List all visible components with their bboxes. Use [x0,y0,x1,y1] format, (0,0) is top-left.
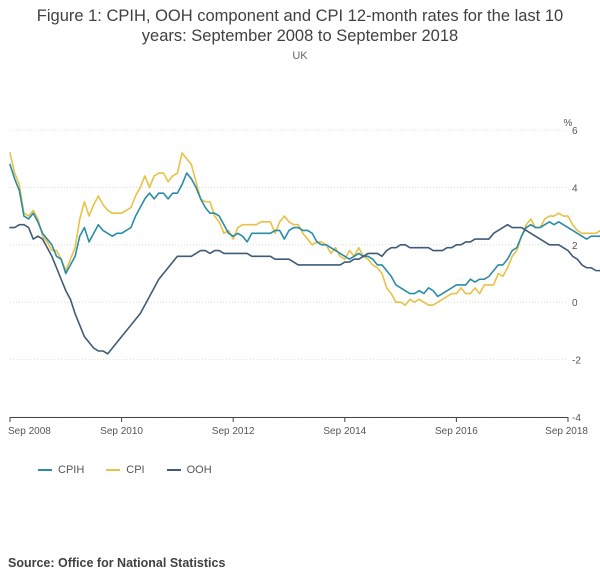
legend-item-ooh[interactable]: OOH [166,464,212,476]
series-line-cpi [9,152,600,306]
source-note: Source: Office for National Statistics [8,556,226,570]
legend-swatch-ooh [166,469,181,471]
legend-swatch-cpi [106,469,121,471]
y-axis-ticks: -4 -2 0 2 4 6 [572,126,581,424]
x-tick-label: Sep 2008 [8,426,51,437]
x-tick-label: Sep 2012 [212,426,255,437]
legend-item-cpi[interactable]: CPI [106,464,145,476]
y-tick-label: 4 [572,183,578,194]
legend-item-cpih[interactable]: CPIH [38,464,84,476]
series-lines [9,152,600,355]
legend-label-ooh: OOH [186,464,212,476]
legend-label-cpi: CPI [126,464,145,476]
chart-title: Figure 1: CPIH, OOH component and CPI 12… [0,6,600,46]
legend-label-cpih: CPIH [58,464,85,476]
y-tick-label: 2 [572,241,578,252]
series-line-ooh [9,223,600,355]
legend: CPIH CPI OOH [38,464,212,476]
y-tick-label: 0 [572,298,578,309]
x-tick-label: Sep 2014 [323,426,366,437]
x-tick-label: Sep 2010 [100,426,143,437]
x-axis: Sep 2008 Sep 2010 Sep 2012 Sep 2014 Sep 2016… [8,417,588,437]
line-chart: -4 -2 0 2 4 6 Sep 2008 Sep 2010 Sep 2012 Sep 201… [8,118,600,437]
y-tick-label: 6 [572,126,578,137]
chart-title-line-2: years: September 2008 to September 2018 [141,27,459,45]
y-tick-label: -2 [572,356,581,367]
gridlines [10,129,568,418]
series-line-cpih [9,163,600,298]
y-tick-label: -4 [572,413,581,424]
y-axis-unit-label: % [564,118,573,129]
legend-swatch-cpih [38,469,52,471]
chart-title-line-1: Figure 1: CPIH, OOH component and CPI 12… [36,7,564,25]
x-tick-label: Sep 2016 [435,426,478,437]
x-tick-label: Sep 2018 [545,426,588,437]
chart-subtitle: UK [292,50,308,62]
